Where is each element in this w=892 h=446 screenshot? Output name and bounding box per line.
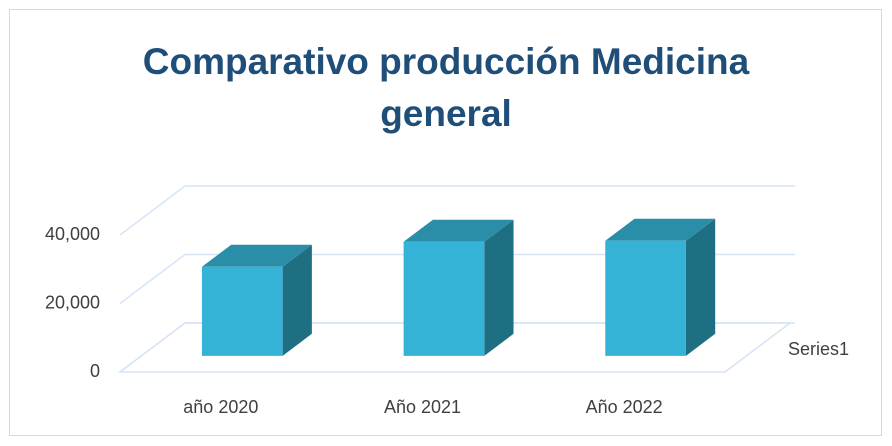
bar-side <box>282 244 312 356</box>
chart-border <box>9 9 882 436</box>
bar <box>403 241 485 356</box>
legend-label: Series1 <box>788 339 849 359</box>
bar-top <box>201 244 312 267</box>
bar-side <box>484 219 514 356</box>
x-tick-label: Año 2022 <box>586 397 663 417</box>
chart-title: Comparativo producción Medicina general <box>142 41 750 134</box>
x-tick-label: Año 2021 <box>384 397 461 417</box>
y-tick-label: 0 <box>90 361 100 381</box>
bar-top <box>403 219 514 242</box>
y-tick-label: 20,000 <box>45 292 100 312</box>
bar-side <box>685 218 716 356</box>
y-tick-label: 40,000 <box>45 224 100 244</box>
grid-line <box>119 322 795 373</box>
x-tick-label: año 2020 <box>183 397 258 417</box>
bar <box>201 266 283 356</box>
grid-line <box>119 185 795 236</box>
bar <box>605 240 686 356</box>
grid-line <box>119 253 795 305</box>
bar-top <box>605 218 716 241</box>
